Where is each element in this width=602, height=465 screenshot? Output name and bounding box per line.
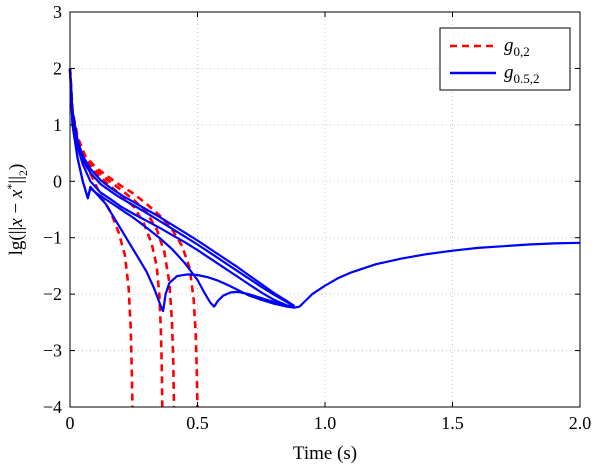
y-tick-label: 1 xyxy=(53,115,62,135)
series-line-8 xyxy=(68,68,295,308)
legend-symbol: g xyxy=(504,62,514,83)
axis-ticks: 0 0.5 1.0 1.5 2.0 3 2 1 0 −1 −2 −3 −4 xyxy=(43,2,591,433)
y-tick-label: 2 xyxy=(53,58,62,78)
series-line-1 xyxy=(68,68,134,408)
y-title-star: * xyxy=(4,184,18,190)
series-group xyxy=(68,68,581,408)
x-axis-title: Time (s) xyxy=(293,443,357,464)
y-tick-label: −1 xyxy=(43,228,62,248)
series-line-2 xyxy=(68,68,164,408)
y-title-close: ) xyxy=(6,164,27,170)
y-title-x: x xyxy=(6,218,27,228)
legend-box xyxy=(439,27,571,91)
x-tick-label: 0 xyxy=(66,413,75,433)
legend-label-2: g0.5,2 xyxy=(504,62,540,86)
y-title-norm: || xyxy=(6,176,27,184)
series-line-9 xyxy=(68,68,296,307)
legend-symbol: g xyxy=(504,35,514,56)
legend-subscript: 0,2 xyxy=(514,44,530,59)
y-axis-title: lg(||x − x*||2) xyxy=(4,164,30,256)
series-line-5 xyxy=(68,68,581,313)
legend-label-1: g0,2 xyxy=(504,35,530,59)
y-title-xstar: x xyxy=(6,189,27,199)
legend: g0,2g0.5,2 xyxy=(439,27,571,91)
y-tick-label: 0 xyxy=(53,171,62,191)
y-title-sub: 2 xyxy=(16,170,30,176)
y-tick-label: −3 xyxy=(43,341,62,361)
y-title-minus: − xyxy=(6,198,27,218)
x-tick-label: 1.5 xyxy=(441,413,464,433)
x-tick-label: 2.0 xyxy=(569,413,592,433)
y-tick-label: −4 xyxy=(43,397,62,417)
y-tick-label: −2 xyxy=(43,284,62,304)
legend-subscript: 0.5,2 xyxy=(514,71,540,86)
y-title-prefix: lg(|| xyxy=(6,227,27,256)
series-line-6 xyxy=(68,68,295,309)
x-tick-label: 1.0 xyxy=(314,413,337,433)
series-line-7 xyxy=(68,68,295,309)
y-tick-label: 3 xyxy=(53,2,62,22)
x-tick-label: 0.5 xyxy=(186,413,209,433)
series-line-4 xyxy=(68,68,199,408)
